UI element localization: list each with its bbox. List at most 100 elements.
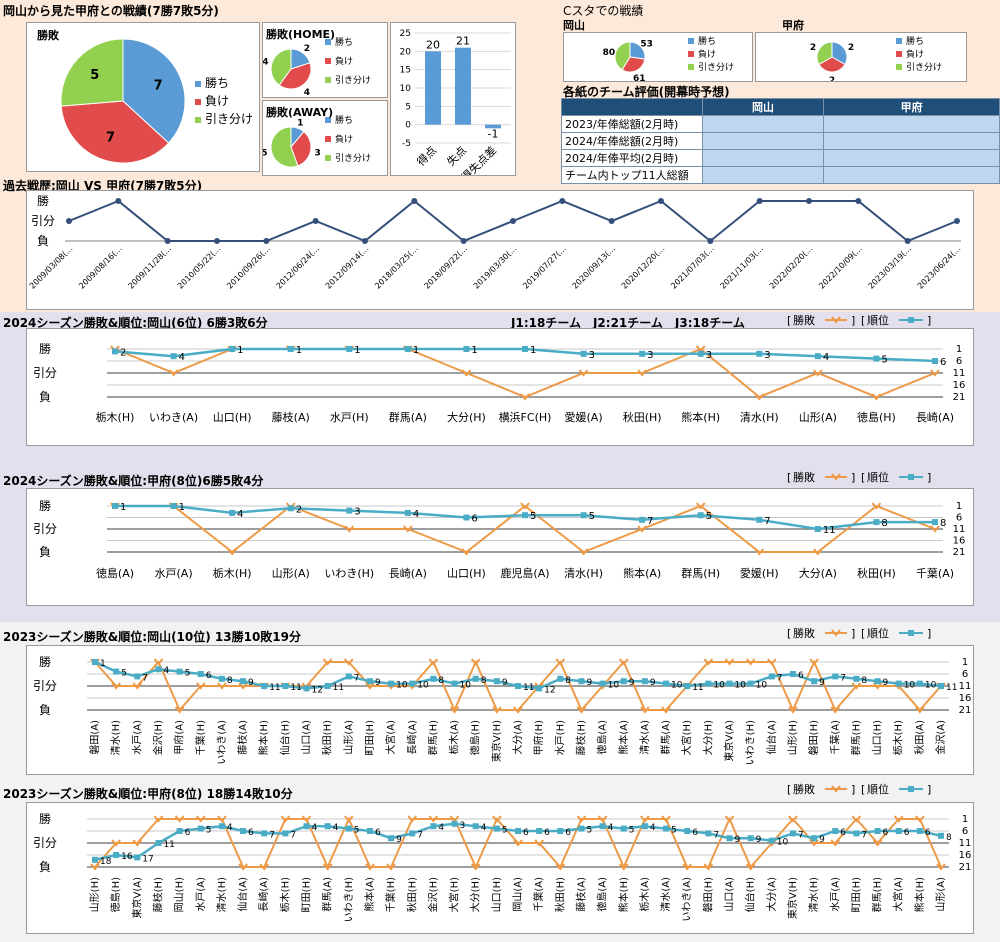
- s24-okayama-title: 2024シーズン勝敗&順位:岡山(6位) 6勝3敗6分: [3, 316, 268, 330]
- pie-value-label: 1: [297, 119, 303, 129]
- evaluation-corner: [561, 98, 703, 116]
- season-rank-marker: [705, 680, 712, 687]
- legend-label: 勝ち: [205, 75, 229, 90]
- season-rank-label: 11: [823, 525, 836, 536]
- legend-result-marker: [831, 473, 841, 481]
- history-point: [559, 198, 566, 204]
- season-rank-label: 4: [179, 352, 185, 363]
- season-rank-marker: [726, 680, 733, 687]
- season-rank-label: 11: [290, 683, 301, 693]
- legend-rank-label: 順位: [867, 470, 889, 484]
- season-result-marker: [813, 369, 823, 377]
- pie-slice: [270, 126, 299, 168]
- bar-ytick: 25: [400, 29, 411, 39]
- season-result-marker: [365, 863, 375, 871]
- pie-value-label: 5: [90, 68, 99, 83]
- season-rank-tick: 11: [959, 681, 972, 692]
- bar-ytick: 15: [400, 66, 411, 76]
- season-x-label: 大分(A): [799, 566, 837, 580]
- season-x-label: 熊本(H): [913, 877, 926, 912]
- history-date-label: 2019/07/27(...: [521, 244, 568, 291]
- season-x-label: 徳島(A): [96, 566, 134, 580]
- season-rank-marker: [463, 514, 470, 521]
- season-x-label: 徳島(A): [596, 720, 609, 755]
- season-x-label: 山形(A): [272, 567, 310, 580]
- history-ylabel: 負: [37, 234, 49, 248]
- season-rank-label: 10: [735, 681, 747, 691]
- season-x-label: 山口(H): [213, 411, 252, 424]
- season-rank-marker: [578, 825, 585, 832]
- season-x-label: 大宮(H): [680, 720, 693, 755]
- evaluation-row-label: 2024/年俸総額(2月時): [561, 132, 703, 150]
- season-x-label: 金沢(H): [426, 877, 439, 912]
- season-x-label: 横浜FC(H): [499, 410, 552, 424]
- season-result-marker: [578, 369, 589, 377]
- season-result-marker: [830, 839, 841, 847]
- season-rank-label: 18: [100, 857, 112, 867]
- season-rank-label: 9: [502, 678, 508, 688]
- season-rank-label: 10: [756, 681, 768, 691]
- season-result-marker: [930, 369, 940, 377]
- season-rank-label: 3: [647, 350, 653, 361]
- season-rank-marker: [176, 828, 183, 834]
- season-result-marker: [195, 682, 206, 690]
- evaluation-row-label: 2023/年俸総額(2月時): [561, 115, 703, 133]
- season-rank-marker: [218, 675, 225, 682]
- season-x-label: 東京V(A): [723, 720, 736, 762]
- season-x-label: 秋田(H): [405, 877, 418, 912]
- history-date-label: 2022/02/20(...: [768, 244, 815, 291]
- season-result-marker: [682, 863, 692, 871]
- season-rank-label: 7: [777, 673, 783, 683]
- season-x-label: 金沢(A): [934, 720, 947, 755]
- season-result-marker: [461, 548, 472, 556]
- season-result-marker: [428, 815, 439, 823]
- season-x-label: 千葉(H): [384, 877, 397, 912]
- season-rank-label: 9: [883, 678, 889, 688]
- season-x-label: 清水(H): [807, 877, 820, 912]
- history-date-label: 2009/08/16(...: [77, 244, 124, 291]
- season-rank-marker: [811, 678, 818, 685]
- season-result-marker: [871, 502, 882, 510]
- season-rank-marker: [388, 835, 395, 842]
- season-rank-label: 9: [819, 835, 825, 845]
- season-rank-marker: [287, 346, 294, 352]
- history-point: [855, 198, 862, 204]
- season-rank-marker: [557, 828, 564, 834]
- season-rank-label: 7: [417, 830, 423, 840]
- season-x-label: 甲府(H): [532, 720, 545, 755]
- season-rank-marker: [639, 516, 646, 523]
- season-rank-marker: [134, 854, 141, 861]
- season-rank-label: 11: [692, 683, 703, 693]
- season-rank-label: 8: [940, 518, 946, 529]
- history-date-label: 2009/11/28(...: [127, 244, 174, 291]
- season-rank-marker: [515, 828, 521, 834]
- season-rank-marker: [874, 828, 881, 834]
- legend-bracket: ]: [927, 471, 931, 484]
- evaluation-table: 岡山 甲府 2023/年俸総額(2月時) 2024/年俸総額(2月時) 2024…: [561, 98, 1000, 184]
- season-rank-marker: [747, 835, 754, 842]
- s23-kofu-panel: 1 6 11 16 21 勝引分負 18 16 17 11 6 5 4 6 7 7 4 4 5 6 9 7 4 3 4 5 6 6 6 5…: [26, 802, 974, 934]
- season-result-marker: [661, 706, 671, 714]
- away-pie-title: 勝敗(AWAY): [266, 106, 334, 119]
- season-rank-label: 1: [179, 502, 185, 513]
- season-rank-label: 7: [290, 830, 296, 840]
- pie-value-label: 2: [829, 76, 835, 81]
- season-x-label: 藤枝(A): [574, 877, 587, 912]
- season-x-label: 清水(H): [215, 877, 228, 912]
- evaluation-row-label: 2024/年俸平均(2月時): [561, 149, 703, 167]
- season-x-label: 熊本(H): [681, 410, 720, 424]
- season-result-marker: [851, 682, 862, 690]
- legend-bracket: ]: [851, 314, 855, 327]
- season-rank-tick: 16: [959, 693, 972, 704]
- season-rank-label: 4: [163, 666, 169, 676]
- history-date-label: 2009/03/08(...: [28, 244, 75, 291]
- season-rank-marker: [430, 823, 437, 830]
- legend-swatch: [325, 77, 331, 83]
- evaluation-cell: [823, 115, 1000, 133]
- season-rank-label: 11: [163, 840, 174, 850]
- season-x-label: 仙台(H): [744, 877, 757, 912]
- season-rank-label: 5: [706, 511, 712, 522]
